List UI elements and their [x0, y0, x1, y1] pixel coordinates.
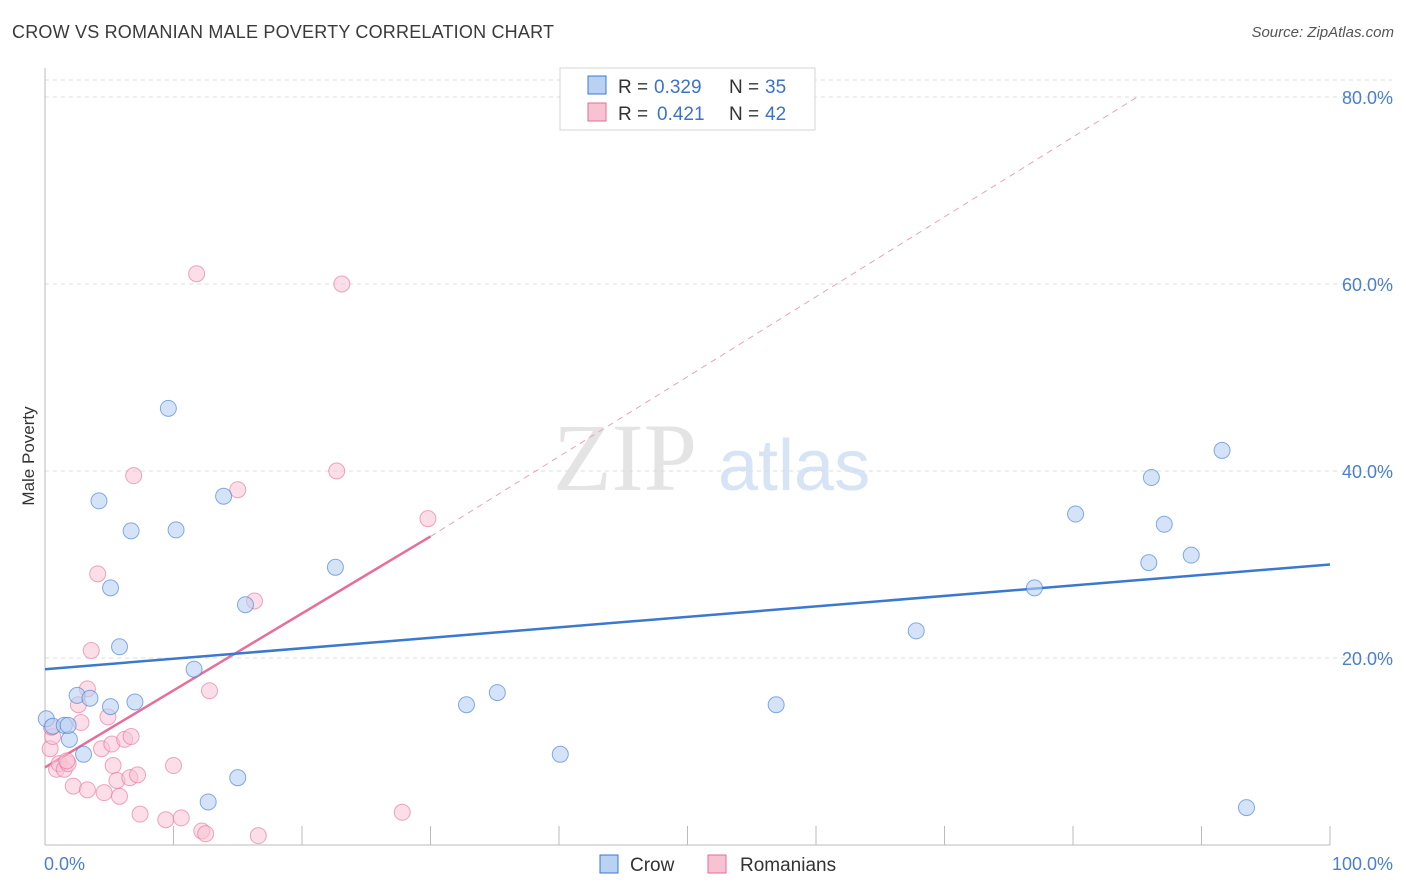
point-crow [1025, 579, 1043, 597]
point-romanians [393, 803, 411, 821]
point-romanians [172, 809, 190, 827]
point-crow [1067, 505, 1085, 523]
point-crow [167, 521, 185, 539]
point-romanians [131, 805, 149, 823]
point-crow [767, 696, 785, 714]
point-crow [457, 696, 475, 714]
legend-romanians-r-label: R = [618, 104, 648, 125]
point-romanians [165, 757, 182, 775]
trendlines [44, 96, 1331, 769]
legend-crow-r-label: R = [618, 77, 648, 98]
y-tick-label: 80.0% [1342, 88, 1393, 108]
chart-title: CROW VS ROMANIAN MALE POVERTY CORRELATIO… [12, 22, 555, 42]
bottom-legend-swatch-romanians [707, 854, 727, 874]
point-crow [215, 487, 233, 505]
point-crow [551, 745, 569, 763]
y-tick-label: 60.0% [1342, 275, 1393, 295]
legend-swatch-crow [587, 75, 607, 95]
point-crow [1182, 546, 1200, 564]
point-crow [59, 716, 77, 734]
point-romanians [95, 784, 113, 802]
point-crow [326, 558, 344, 576]
point-crow [111, 638, 129, 656]
bottom-legend-swatch-crow [599, 854, 619, 874]
legend-romanians-n-label: N = [729, 104, 759, 125]
point-crow [102, 698, 120, 716]
point-crow [199, 793, 217, 811]
legend-crow-n-value: 35 [765, 77, 786, 98]
point-crow [90, 492, 108, 510]
point-crow [1213, 441, 1231, 459]
point-crow [1142, 469, 1160, 487]
watermark-atlas: atlas [718, 426, 870, 506]
point-romanians [200, 682, 218, 700]
watermark-zip: ZIP [553, 404, 697, 511]
point-romanians [419, 510, 437, 528]
point-romanians [104, 757, 122, 775]
point-crow [1155, 515, 1173, 533]
legend-romanians-n-value: 42 [765, 104, 786, 125]
point-crow [75, 745, 93, 763]
point-romanians [122, 728, 140, 746]
point-romanians [333, 275, 351, 293]
y-tick-label: 20.0% [1342, 649, 1393, 669]
y-tick-labels: 20.0% 40.0% 60.0% 80.0% [1342, 88, 1393, 669]
x-tick-label: 100.0% [1332, 854, 1393, 874]
point-crow [488, 684, 506, 702]
x-tick-label: 0.0% [44, 854, 85, 874]
y-tick-label: 40.0% [1342, 462, 1393, 482]
point-romanians [328, 462, 346, 480]
trendline-crow [44, 563, 1331, 671]
point-romanians [58, 752, 76, 770]
point-romanians [249, 827, 267, 845]
top-legend: R = 0.329 N = 35 R = 0.421 N = 42 [559, 67, 816, 131]
x-tick-labels: 0.0% 100.0% [44, 854, 1393, 874]
grid-lines [45, 79, 1392, 659]
point-romanians [111, 787, 129, 805]
point-crow [60, 730, 78, 748]
point-romanians [188, 265, 206, 283]
point-crow [1140, 554, 1158, 572]
point-crow [185, 660, 203, 678]
bottom-legend-crow-label: Crow [630, 855, 675, 876]
point-romanians [82, 642, 100, 660]
legend-crow-r-value: 0.329 [654, 77, 702, 98]
point-romanians [78, 781, 96, 799]
point-romanians [129, 766, 147, 784]
trendline-romanians [44, 535, 432, 769]
y-axis-label: Male Poverty [19, 406, 38, 506]
point-crow [102, 579, 120, 597]
chart-source: Source: ZipAtlas.com [1251, 24, 1394, 41]
point-romanians [229, 481, 247, 499]
point-crow [126, 693, 144, 711]
legend-swatch-romanians [587, 102, 607, 122]
data-points [37, 265, 1255, 845]
legend-crow-n-label: N = [729, 77, 759, 98]
point-romanians [157, 811, 175, 829]
point-crow [1237, 799, 1255, 817]
point-romanians [64, 777, 82, 795]
point-crow [81, 689, 99, 707]
point-crow [236, 596, 254, 614]
point-crow [122, 522, 140, 540]
trendline-romanians-dashed [430, 96, 1138, 537]
point-crow [229, 769, 247, 787]
point-crow [907, 622, 925, 640]
point-romanians [125, 467, 143, 485]
point-crow [159, 399, 177, 417]
bottom-legend-romanians-label: Romanians [740, 855, 836, 876]
legend-romanians-r-value: 0.421 [657, 104, 705, 125]
point-romanians [197, 825, 215, 843]
point-romanians [89, 565, 107, 583]
bottom-legend: Crow Romanians [599, 854, 836, 876]
